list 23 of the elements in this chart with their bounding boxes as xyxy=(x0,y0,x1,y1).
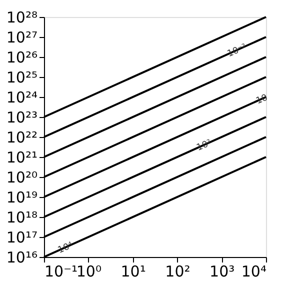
y-tick-label: 10¹⁷ xyxy=(6,228,38,246)
x-tick-label: 10² xyxy=(165,262,190,280)
y-tick-label: 10²⁰ xyxy=(6,168,38,186)
y-tick-label: 10²⁴ xyxy=(6,88,38,106)
x-tick-label: 10⁻¹ xyxy=(44,262,78,280)
y-tick-label: 10²¹ xyxy=(6,148,38,166)
x-tick-label: 10¹ xyxy=(120,262,146,280)
x-tick-label: 10³ xyxy=(210,262,235,280)
y-tick-label: 10¹⁸ xyxy=(6,208,38,226)
annotation: 10⁻² xyxy=(226,42,249,60)
y-tick-label: 10²² xyxy=(6,128,38,146)
y-tick-label: 10¹⁹ xyxy=(6,188,38,206)
y-tick-label: 10²⁸ xyxy=(6,8,38,26)
annotation: 10⁴ xyxy=(56,240,75,256)
y-tick-label: 10¹⁶ xyxy=(6,248,38,266)
y-tick-label: 10²⁶ xyxy=(6,48,38,66)
y-tick-label: 10²³ xyxy=(6,108,38,126)
y-tick-label: 10²⁷ xyxy=(6,28,38,46)
annotation: 10 xyxy=(254,92,270,107)
annotation: 10² xyxy=(195,138,214,154)
x-tick-label: 10⁴ xyxy=(241,262,266,280)
x-tick-label: 10⁰ xyxy=(76,262,102,280)
y-tick-label: 10²⁵ xyxy=(6,68,38,86)
